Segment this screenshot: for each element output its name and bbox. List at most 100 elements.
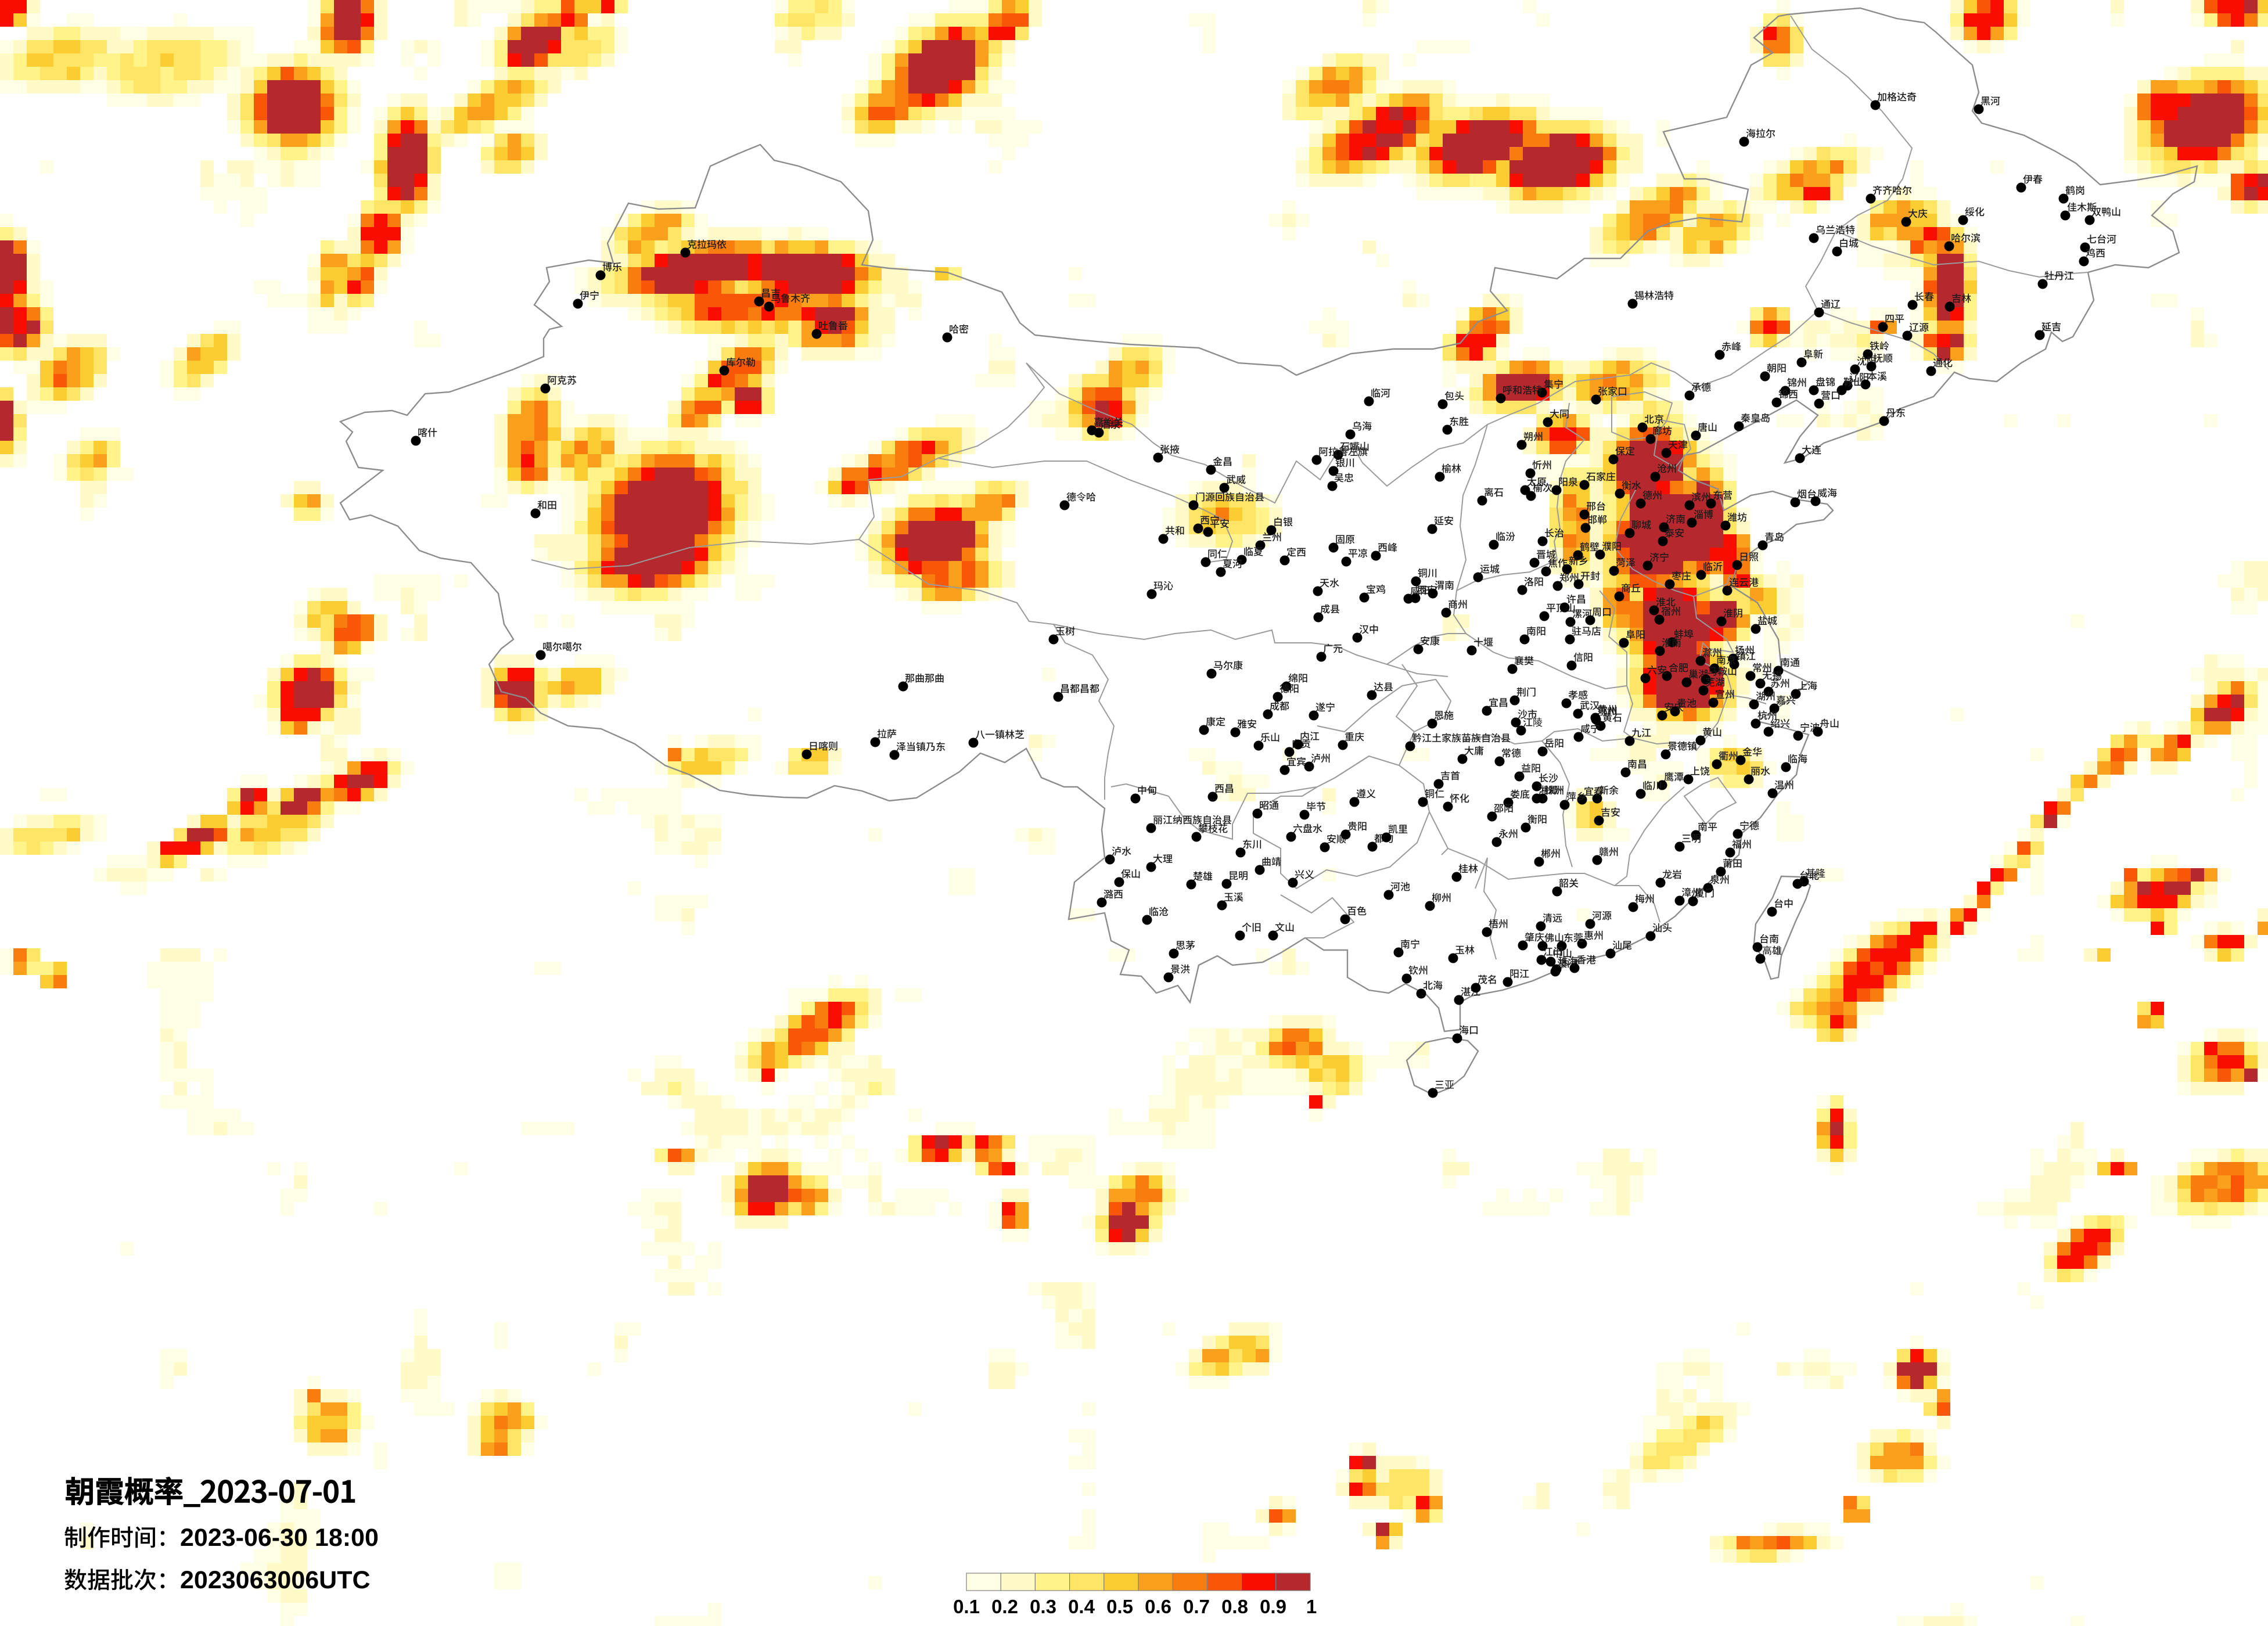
svg-text:榆林: 榆林 [1442,461,1461,475]
svg-text:达县: 达县 [1374,679,1393,693]
svg-text:遂宁: 遂宁 [1315,699,1335,714]
svg-text:基隆: 基隆 [1806,865,1825,880]
svg-text:邯郸: 邯郸 [1587,512,1607,526]
svg-text:聊城: 聊城 [1631,517,1651,531]
svg-text:江陵: 江陵 [1523,714,1543,729]
svg-text:昭通: 昭通 [1259,797,1279,812]
svg-text:延吉: 延吉 [2041,319,2061,333]
svg-text:临海: 临海 [1788,751,1807,765]
svg-text:南京: 南京 [1716,652,1736,667]
svg-text:唐山: 唐山 [1698,419,1717,434]
svg-text:福州: 福州 [1732,836,1752,851]
svg-text:拉萨: 拉萨 [877,726,897,740]
svg-text:白银: 白银 [1273,514,1293,528]
svg-text:大同: 大同 [1550,406,1569,420]
svg-text:河池: 河池 [1390,879,1410,893]
svg-text:滁州: 滁州 [1702,645,1722,659]
svg-text:九江: 九江 [1631,725,1651,739]
svg-text:镇江: 镇江 [1736,648,1756,663]
svg-text:锡林浩特: 锡林浩特 [1634,287,1674,302]
svg-text:淄博: 淄博 [1694,506,1713,521]
svg-text:武汉: 武汉 [1580,697,1600,712]
svg-text:运城: 运城 [1480,561,1500,575]
svg-text:阿克苏: 阿克苏 [547,372,577,387]
svg-text:阿拉善左旗: 阿拉善左旗 [1318,444,1368,458]
svg-text:0.7: 0.7 [1183,1596,1210,1617]
svg-text:朔州: 朔州 [1523,429,1543,443]
svg-text:钦州: 钦州 [1408,962,1428,977]
svg-text:铜川: 铜川 [1418,565,1437,580]
svg-text:哈密: 哈密 [949,321,969,336]
svg-text:赤峰: 赤峰 [1721,339,1741,353]
svg-text:临夏: 临夏 [1243,544,1263,558]
svg-text:汕尾: 汕尾 [1612,937,1632,952]
svg-text:韶关: 韶关 [1559,875,1579,890]
svg-text:衡阳: 衡阳 [1527,811,1547,826]
svg-text:莆田: 莆田 [1723,855,1742,870]
svg-text:嘉兴: 嘉兴 [1776,692,1796,707]
svg-text:离石: 离石 [1484,484,1504,499]
svg-text:洛阳: 洛阳 [1524,574,1544,588]
svg-text:加格达奇: 加格达奇 [1877,89,1917,103]
svg-text:乌鲁木齐: 乌鲁木齐 [771,290,810,305]
svg-text:玉树: 玉树 [1055,623,1075,638]
svg-text:长春: 长春 [1914,289,1934,303]
svg-text:四平: 四平 [1885,311,1904,325]
svg-text:库尔勒: 库尔勒 [726,354,756,369]
svg-text:鹰潭: 鹰潭 [1664,769,1684,783]
svg-text:营口: 营口 [1821,387,1841,402]
svg-text:大庸: 大庸 [1464,743,1484,757]
svg-text:贵阳: 贵阳 [1347,818,1367,833]
svg-text:青岛: 青岛 [1764,529,1784,544]
svg-text:淮阴: 淮阴 [1723,605,1743,620]
svg-text:0.2: 0.2 [991,1596,1018,1617]
svg-text:清远: 清远 [1543,910,1562,924]
svg-text:扬州: 扬州 [1735,642,1755,657]
svg-text:日照: 日照 [1739,549,1759,563]
svg-text:景德镇: 景德镇 [1667,738,1697,753]
svg-text:玉溪: 玉溪 [1224,889,1243,904]
svg-text:济南: 济南 [1666,511,1685,526]
svg-text:太原: 太原 [1527,474,1547,488]
svg-text:宝鸡: 宝鸡 [1366,581,1386,596]
svg-text:日喀则: 日喀则 [808,738,838,753]
svg-text:佳木斯: 佳木斯 [2067,199,2097,214]
svg-text:香港: 香港 [1576,952,1596,966]
svg-text:临沧: 临沧 [1149,904,1169,918]
svg-text:东营: 东营 [1713,487,1733,502]
svg-text:威海: 威海 [1817,485,1837,499]
svg-text:张家口: 张家口 [1598,383,1627,398]
svg-text:0.4: 0.4 [1068,1596,1095,1617]
svg-text:赣州: 赣州 [1599,844,1619,858]
svg-text:泸水: 泸水 [1112,843,1131,858]
svg-text:宁德: 宁德 [1739,818,1759,832]
svg-text:海拉尔: 海拉尔 [1746,125,1775,140]
svg-text:黄石: 黄石 [1602,710,1622,724]
svg-text:昌都昌都: 昌都昌都 [1060,681,1099,695]
svg-text:百色: 百色 [1347,903,1367,918]
svg-text:黑河: 黑河 [1981,93,2000,107]
svg-text:大理: 大理 [1153,851,1173,865]
svg-text:遵义: 遵义 [1356,786,1376,800]
svg-text:玉林: 玉林 [1455,942,1475,956]
svg-text:0.6: 0.6 [1145,1596,1171,1617]
svg-text:泸州: 泸州 [1311,750,1331,765]
svg-text:恩施: 恩施 [1434,707,1454,722]
svg-text:平凉: 平凉 [1348,545,1368,560]
svg-text:荆门: 荆门 [1516,684,1536,699]
svg-text:马尔康: 马尔康 [1213,657,1243,672]
svg-text:石家庄: 石家庄 [1586,469,1616,483]
svg-text:马鞍山: 马鞍山 [1708,663,1737,678]
svg-text:惠州: 惠州 [1584,927,1604,942]
svg-text:双鸭山: 双鸭山 [2091,204,2121,218]
svg-text:昌吉: 昌吉 [761,285,781,300]
svg-text:临川: 临川 [1642,778,1662,792]
svg-text:天水: 天水 [1320,575,1339,589]
svg-text:安康: 安康 [1420,633,1440,647]
svg-text:常德: 常德 [1501,745,1521,760]
svg-text:攀枝花: 攀枝花 [1198,821,1228,835]
svg-text:嘉峪关: 嘉峪关 [1094,414,1123,429]
svg-text:毕节: 毕节 [1306,798,1326,813]
svg-text:佛山: 佛山 [1544,930,1564,944]
svg-text:铁岭: 铁岭 [1870,338,1889,352]
